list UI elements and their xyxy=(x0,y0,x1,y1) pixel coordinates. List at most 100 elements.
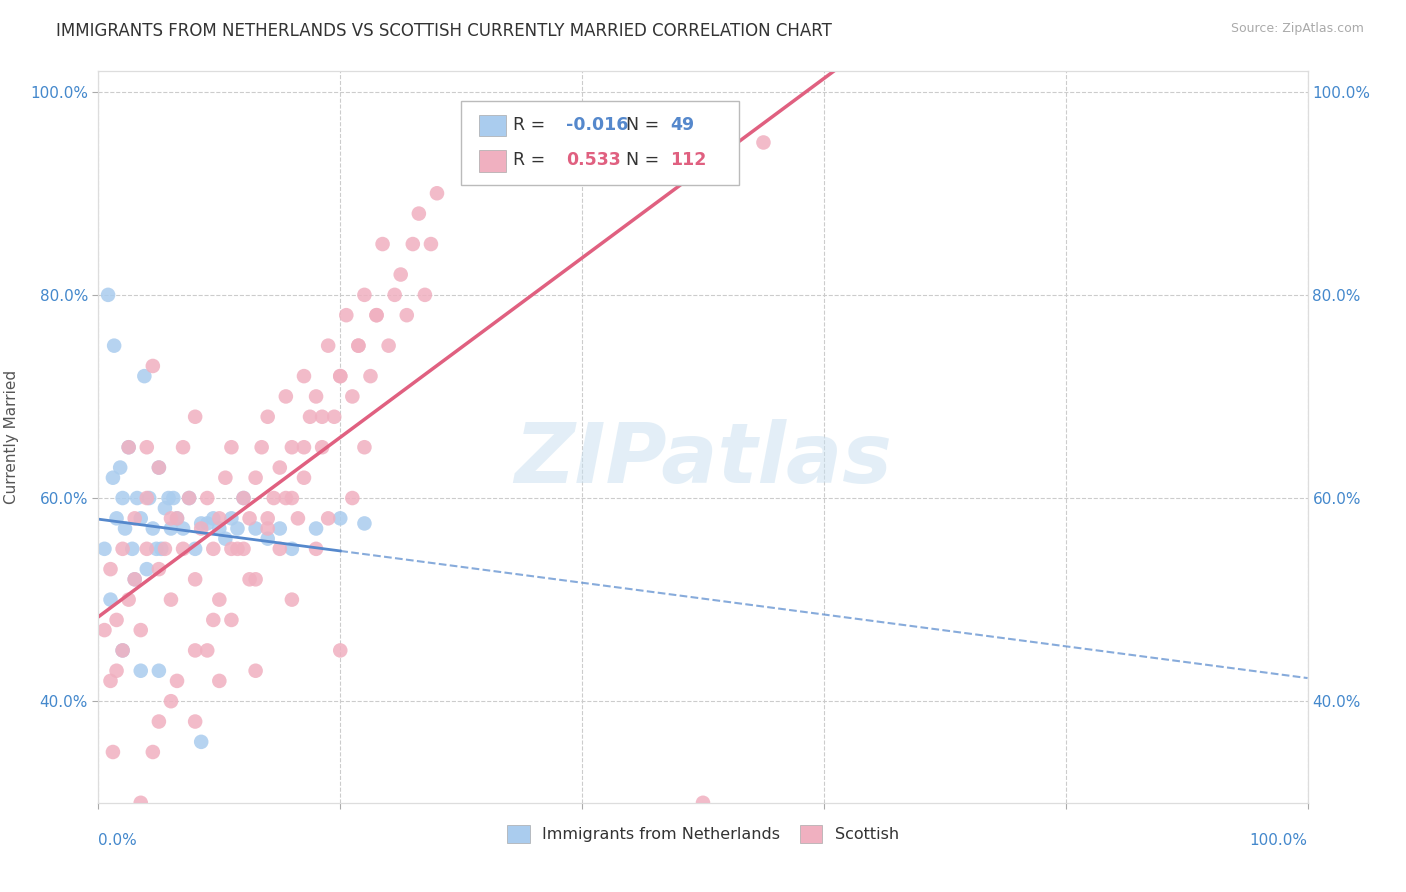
Point xyxy=(281,440,304,454)
Point xyxy=(184,714,207,729)
Point xyxy=(111,643,134,657)
Point xyxy=(100,673,122,688)
Point xyxy=(226,521,249,535)
Point xyxy=(118,592,141,607)
Text: IMMIGRANTS FROM NETHERLANDS VS SCOTTISH CURRENTLY MARRIED CORRELATION CHART: IMMIGRANTS FROM NETHERLANDS VS SCOTTISH … xyxy=(56,22,832,40)
Point xyxy=(179,491,201,505)
Point xyxy=(190,735,212,749)
Text: 100.0%: 100.0% xyxy=(1250,833,1308,848)
Point xyxy=(353,440,375,454)
Point xyxy=(150,541,173,556)
Point xyxy=(353,288,375,302)
FancyBboxPatch shape xyxy=(479,114,506,136)
Point xyxy=(232,491,254,505)
Point xyxy=(274,389,297,403)
Point xyxy=(108,460,131,475)
Point xyxy=(329,369,352,384)
Point xyxy=(166,511,188,525)
Text: 112: 112 xyxy=(671,151,707,169)
Point xyxy=(263,491,285,505)
Point xyxy=(287,511,309,525)
Point xyxy=(103,339,125,353)
Point xyxy=(184,541,207,556)
Point xyxy=(129,664,152,678)
Point xyxy=(245,572,267,586)
Point xyxy=(395,308,418,322)
Point xyxy=(160,521,183,535)
Point xyxy=(347,339,370,353)
Point xyxy=(111,643,134,657)
Point xyxy=(101,471,124,485)
Point xyxy=(129,511,152,525)
Point xyxy=(129,796,152,810)
Point xyxy=(148,562,170,576)
Point xyxy=(105,613,128,627)
Point xyxy=(100,562,122,576)
Point xyxy=(311,409,333,424)
Point xyxy=(366,308,388,322)
Point xyxy=(202,511,225,525)
Point xyxy=(135,491,157,505)
Point xyxy=(329,643,352,657)
Point xyxy=(239,511,262,525)
Point xyxy=(305,521,328,535)
Point xyxy=(221,511,243,525)
Point xyxy=(135,440,157,454)
Point xyxy=(269,460,291,475)
Point xyxy=(138,491,160,505)
Point xyxy=(329,369,352,384)
Point xyxy=(305,389,328,403)
Point xyxy=(281,592,304,607)
Point xyxy=(190,521,212,535)
Text: 0.0%: 0.0% xyxy=(98,833,138,848)
Point xyxy=(353,516,375,531)
Point xyxy=(202,613,225,627)
Point xyxy=(426,186,449,201)
Point xyxy=(135,541,157,556)
Point xyxy=(292,369,315,384)
Point xyxy=(195,516,218,531)
Point xyxy=(148,664,170,678)
Point xyxy=(389,268,412,282)
Point xyxy=(281,541,304,556)
Point xyxy=(160,511,183,525)
Point xyxy=(692,796,714,810)
Point xyxy=(190,516,212,531)
Point xyxy=(208,511,231,525)
Point xyxy=(166,511,188,525)
Point xyxy=(408,206,430,220)
Point xyxy=(245,664,267,678)
Point xyxy=(172,521,194,535)
Point xyxy=(184,643,207,657)
Point xyxy=(323,409,346,424)
Point xyxy=(232,491,254,505)
Point xyxy=(172,541,194,556)
Text: 49: 49 xyxy=(671,116,695,134)
Text: R =: R = xyxy=(513,151,551,169)
Point xyxy=(208,521,231,535)
Point xyxy=(202,541,225,556)
Point xyxy=(148,460,170,475)
Point xyxy=(101,745,124,759)
Point xyxy=(226,541,249,556)
Point xyxy=(245,521,267,535)
Point xyxy=(221,440,243,454)
Point xyxy=(347,339,370,353)
Point xyxy=(93,541,115,556)
Point xyxy=(127,491,149,505)
Text: N =: N = xyxy=(614,116,665,134)
Point xyxy=(105,664,128,678)
Point xyxy=(256,511,278,525)
Point xyxy=(335,308,357,322)
Point xyxy=(371,237,394,252)
Point xyxy=(162,491,184,505)
Point xyxy=(148,714,170,729)
Point xyxy=(124,572,146,586)
Point xyxy=(214,471,236,485)
Point xyxy=(256,532,278,546)
FancyBboxPatch shape xyxy=(479,150,506,171)
Point xyxy=(269,541,291,556)
Point xyxy=(145,541,167,556)
Point xyxy=(208,592,231,607)
Point xyxy=(135,562,157,576)
